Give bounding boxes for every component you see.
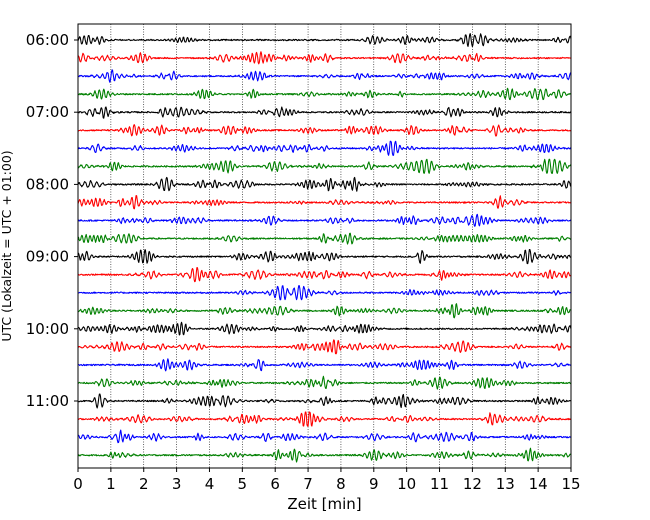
x-tick-label-8: 8 (336, 475, 346, 493)
x-tick-label-12: 12 (463, 475, 482, 493)
trace-0615 (77, 51, 572, 65)
trace-1045 (77, 375, 572, 390)
y-axis-label: UTC (Lokalzeit = UTC + 01:00) (0, 150, 14, 341)
trace-1100 (77, 393, 572, 409)
trace-0915 (77, 267, 572, 283)
x-tick-label-6: 6 (270, 475, 280, 493)
x-tick-label-14: 14 (529, 475, 548, 493)
trace-0930 (77, 285, 572, 301)
trace-1000 (77, 321, 572, 336)
x-tick-label-15: 15 (561, 475, 580, 493)
x-tick-label-5: 5 (238, 475, 248, 493)
plot-frame (77, 23, 572, 469)
trace-0600 (77, 33, 572, 48)
trace-0945 (77, 303, 572, 319)
trace-0730 (77, 140, 572, 156)
y-axis-ticks: 06:00 07:00 08:00 09:00 10:00 11:00 (26, 31, 78, 410)
x-axis-ticks: 0 1 2 3 4 5 6 7 8 9 10 11 12 13 14 15 (73, 468, 581, 493)
trace-0900 (77, 249, 572, 265)
trace-1115 (77, 411, 572, 427)
x-tick-label-1: 1 (106, 475, 116, 493)
trace-0715 (77, 124, 572, 137)
trace-0700 (77, 106, 572, 119)
trace-1015 (77, 339, 572, 355)
x-tick-label-7: 7 (303, 475, 313, 493)
x-tick-label-0: 0 (73, 475, 83, 493)
x-axis-label: Zeit [min] (287, 495, 361, 513)
trace-0630 (77, 69, 572, 83)
x-tick-label-10: 10 (397, 475, 416, 493)
y-tick-label-10:00: 10:00 (26, 320, 69, 338)
trace-0800 (77, 176, 572, 192)
y-tick-label-07:00: 07:00 (26, 103, 69, 121)
x-tick-label-13: 13 (496, 475, 515, 493)
x-tick-label-3: 3 (172, 475, 182, 493)
x-tick-label-4: 4 (205, 475, 215, 493)
x-tick-label-11: 11 (430, 475, 449, 493)
trace-0745 (77, 158, 572, 174)
trace-0830 (77, 213, 572, 227)
trace-0845 (77, 232, 572, 245)
grid-lines (110, 24, 539, 468)
trace-1030 (77, 358, 572, 372)
y-tick-label-06:00: 06:00 (26, 31, 69, 49)
seismic-traces (77, 33, 572, 463)
trace-1145 (77, 447, 572, 463)
y-tick-label-08:00: 08:00 (26, 175, 69, 193)
y-tick-label-09:00: 09:00 (26, 248, 69, 266)
y-tick-label-11:00: 11:00 (26, 392, 69, 410)
x-tick-label-2: 2 (139, 475, 149, 493)
trace-1130 (78, 429, 572, 444)
trace-0815 (77, 195, 572, 210)
trace-0645 (77, 87, 572, 101)
x-tick-label-9: 9 (369, 475, 379, 493)
